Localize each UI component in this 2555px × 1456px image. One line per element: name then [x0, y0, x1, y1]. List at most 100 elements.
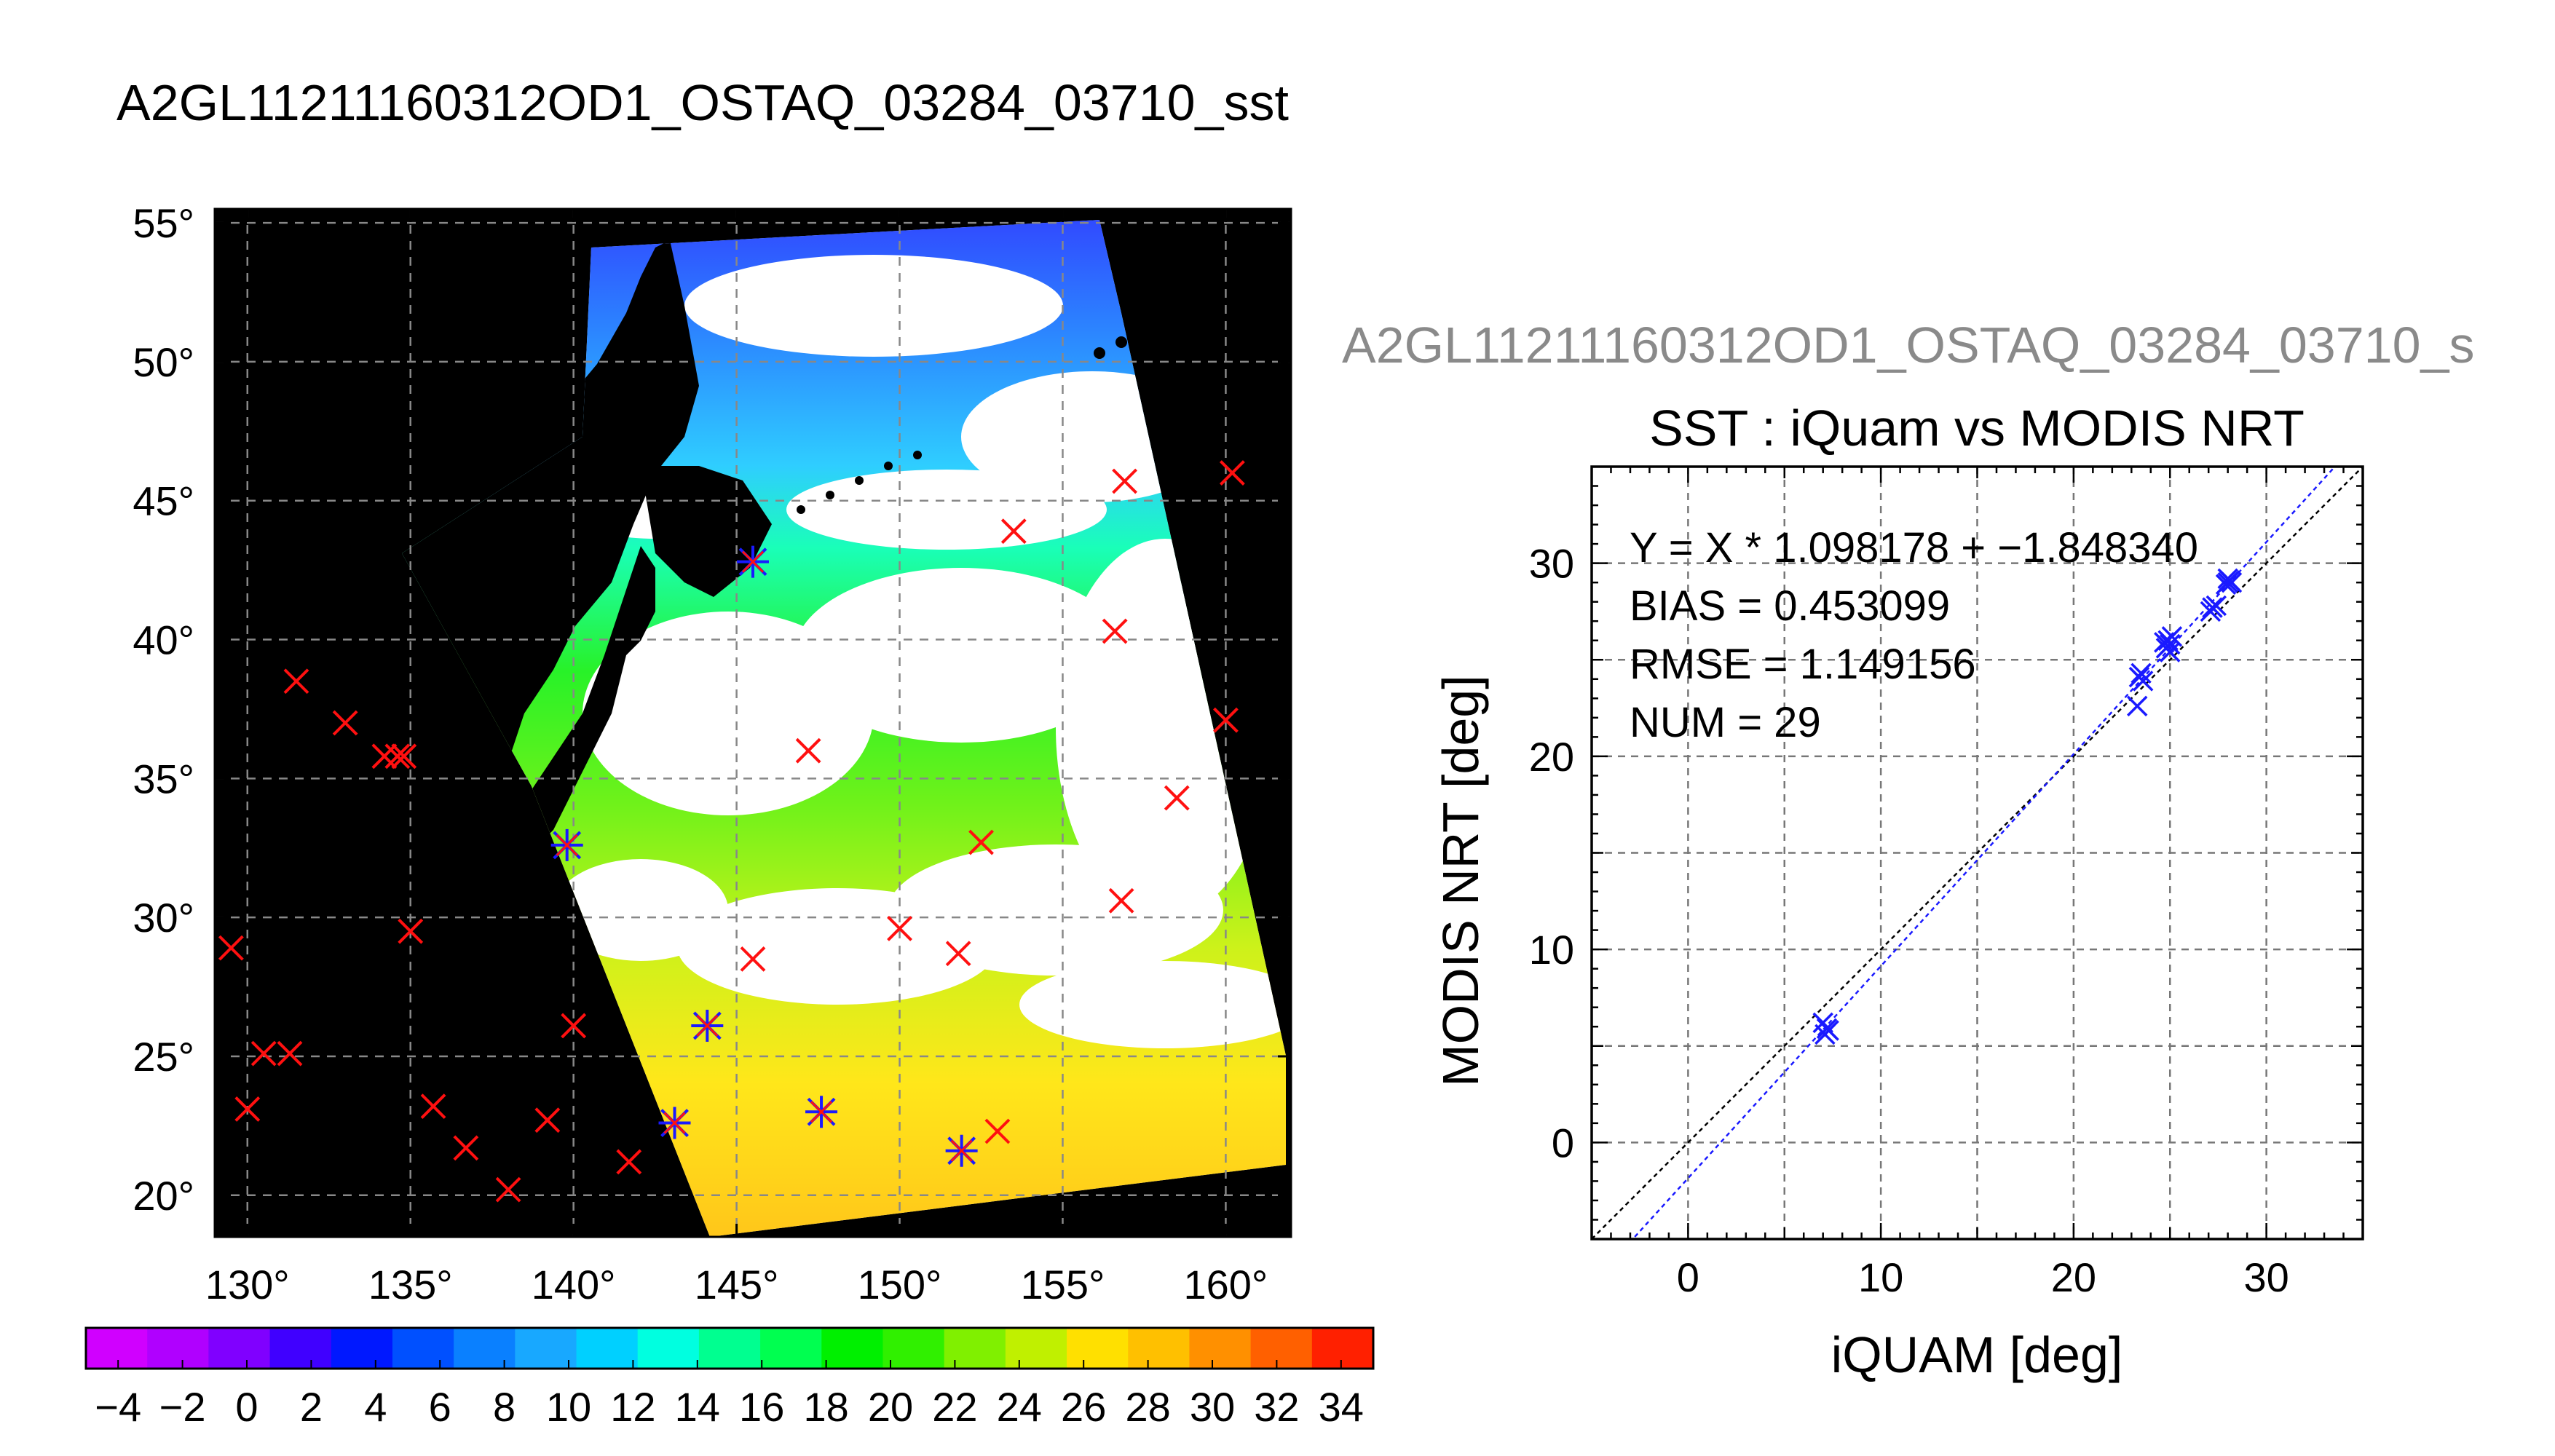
map-xtick-label: 140°: [532, 1262, 616, 1307]
map-red-marker: [1164, 785, 1190, 811]
map-red-marker: [534, 1107, 561, 1133]
colorbar-swatch: [1250, 1328, 1313, 1369]
map-red-marker: [1000, 518, 1027, 545]
map-red-marker: [556, 834, 578, 856]
map-red-marker: [420, 1093, 446, 1120]
map-red-marker: [234, 1096, 261, 1122]
map-red-marker: [945, 941, 971, 967]
map-red-marker: [1112, 468, 1137, 494]
map-ytick-label: 55°: [133, 200, 194, 246]
colorbar-tick-label: 26: [1061, 1384, 1106, 1430]
map-red-marker: [1108, 887, 1134, 914]
colorbar-swatch: [1067, 1328, 1129, 1369]
scatter-point: [2127, 695, 2148, 717]
scatter-point: [2160, 641, 2181, 662]
colorbar-tick-label: −4: [95, 1384, 141, 1430]
stats-line: Y = X * 1.098178 + −1.848340: [1630, 524, 2198, 571]
map-ytick-label: 20°: [133, 1173, 194, 1219]
colorbar-swatch: [944, 1328, 1006, 1369]
colorbar-frame: [84, 1326, 1375, 1370]
stats-line: NUM = 29: [1630, 699, 1821, 746]
scatter-point: [2160, 633, 2181, 655]
colorbar-tick-label: 14: [675, 1384, 720, 1430]
sst-map: [215, 209, 1291, 1237]
colorbar-swatch: [882, 1328, 945, 1369]
map-red-marker: [1213, 707, 1239, 733]
colorbar-swatch: [208, 1328, 271, 1369]
colorbar-tick-label: 16: [739, 1384, 784, 1430]
map-red-marker: [696, 1014, 719, 1037]
map-frame: [213, 207, 1292, 1238]
scatter-point: [2154, 632, 2175, 653]
colorbar-swatch: [392, 1328, 454, 1369]
scatter-plot: 0 10 20 30 0 10 20 30: [1529, 465, 2364, 1300]
map-red-marker: [795, 737, 821, 764]
stats-text: Y = X * 1.098178 + −1.848340 BIAS = 0.453…: [1630, 524, 2198, 746]
kuril-islands: [797, 336, 1127, 514]
colorbar-tick-label: −2: [159, 1384, 206, 1430]
map-red-marker: [283, 668, 309, 695]
scatter-point: [2131, 662, 2152, 684]
scatter-xtick-label: 30: [2243, 1254, 2289, 1300]
map-ytick-label: 40°: [133, 617, 194, 663]
scatter-ylabel: MODIS NRT [deg]: [1432, 675, 1489, 1086]
colorbar-tick-label: 4: [364, 1384, 387, 1430]
map-red-marker: [453, 1135, 479, 1161]
colorbar-swatch: [515, 1328, 577, 1369]
colorbar-tick-label: 24: [997, 1384, 1042, 1430]
colorbar-tick-label: 12: [610, 1384, 655, 1430]
map-ytick-label: 45°: [133, 478, 194, 524]
map-xtick-label: 130°: [205, 1262, 290, 1307]
scatter-xtick-label: 20: [2051, 1254, 2096, 1300]
map-red-marker: [741, 550, 765, 573]
map-red-marker: [495, 1176, 521, 1203]
colorbar-tick-label: 20: [868, 1384, 913, 1430]
map-red-marker: [740, 946, 766, 972]
stats-line: BIAS = 0.453099: [1630, 582, 1950, 630]
scatter-ytick-label: 30: [1529, 541, 1574, 587]
colorbar-swatch: [269, 1328, 332, 1369]
identity-line: [1592, 467, 2363, 1239]
scatter-point: [2215, 574, 2237, 596]
scatter-title: SST : iQuam vs MODIS NRT: [1649, 400, 2305, 456]
colorbar-tick-label: 34: [1319, 1384, 1364, 1430]
map-ytick-label: 35°: [133, 756, 194, 802]
colorbar: −4 −2 0 2 4 6 8 10 12 14 16 18 20 22 24 26 28 30 32 34: [84, 1326, 1375, 1430]
colorbar-tick-label: 18: [803, 1384, 848, 1430]
map-red-marker: [616, 1149, 642, 1175]
map-red-marker: [398, 918, 424, 944]
scatter-xlabel: iQUAM [deg]: [1831, 1326, 2123, 1383]
map-xtick-label: 160°: [1184, 1262, 1268, 1307]
scatter-xtick-label: 10: [1858, 1254, 1903, 1300]
colorbar-tick-label: 0: [235, 1384, 258, 1430]
map-red-marker: [384, 743, 411, 769]
colorbar-swatch: [821, 1328, 883, 1369]
map-grid: [215, 209, 1291, 1237]
map-red-marker: [810, 1101, 833, 1123]
colorbar-swatch: [331, 1328, 393, 1369]
map-red-marker: [332, 710, 358, 736]
map-red-marker: [218, 935, 244, 961]
colorbar-swatch: [698, 1328, 761, 1369]
colorbar-swatch: [1189, 1328, 1252, 1369]
map-red-marker: [277, 1040, 303, 1067]
map-xtick-label: 150°: [858, 1262, 942, 1307]
stats-line: RMSE = 1.149156: [1630, 641, 1976, 688]
main-title: A2GL11211160312OD1_OSTAQ_03284_03710_sst: [117, 74, 1289, 131]
colorbar-swatch: [86, 1328, 148, 1369]
map-red-marker: [391, 743, 417, 769]
colorbar-tick-label: 22: [932, 1384, 977, 1430]
map-ytick-label: 25°: [133, 1034, 194, 1080]
colorbar-swatch: [637, 1328, 700, 1369]
colorbar-swatch: [760, 1328, 822, 1369]
map-ytick-label: 50°: [133, 339, 194, 385]
colorbar-swatch: [1005, 1328, 1067, 1369]
scatter-ytick-label: 10: [1529, 927, 1574, 973]
colorbar-swatch: [576, 1328, 639, 1369]
scatter-ytick-label: 0: [1552, 1120, 1574, 1166]
scatter-point: [2132, 670, 2154, 692]
colorbar-tick-label: 2: [300, 1384, 323, 1430]
map-red-marker: [968, 829, 994, 855]
colorbar-tick-label: 6: [429, 1384, 451, 1430]
scatter-point: [2217, 568, 2238, 590]
